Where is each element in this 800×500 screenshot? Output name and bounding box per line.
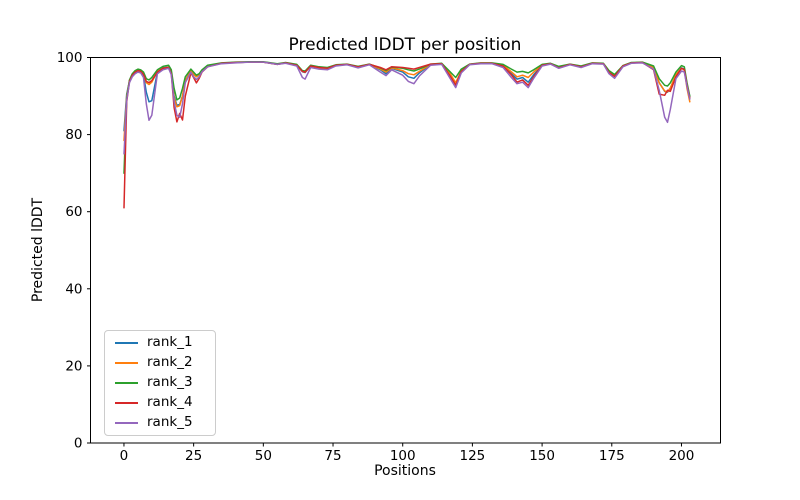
legend-label: rank_2: [147, 354, 193, 371]
x-tick-label: 150: [529, 448, 555, 464]
legend-label: rank_3: [147, 374, 193, 391]
legend-label: rank_4: [147, 394, 193, 411]
x-tick-label: 25: [185, 448, 202, 464]
legend-item: rank_5: [105, 416, 215, 430]
y-tick-label: 40: [65, 281, 82, 297]
legend-line-sample: [115, 362, 138, 364]
x-tick-label: 50: [255, 448, 272, 464]
legend-item: rank_1: [105, 336, 215, 350]
legend-line-sample: [115, 342, 138, 344]
chart-title: Predicted lDDT per position: [288, 35, 522, 55]
x-tick-label: 125: [460, 448, 486, 464]
x-tick-label: 175: [599, 448, 625, 464]
x-tick-label: 100: [390, 448, 416, 464]
legend-label: rank_1: [147, 334, 193, 351]
series-line-rank_2: [123, 61, 691, 142]
legend-line-sample: [115, 382, 138, 384]
y-axis-label: Predicted lDDT: [30, 197, 46, 303]
x-axis-label: Positions: [374, 463, 436, 479]
y-tick-label: 20: [65, 358, 82, 374]
legend-item: rank_2: [105, 356, 215, 370]
y-tick-label: 0: [74, 436, 83, 452]
legend: rank_1 rank_2 rank_3 rank_4 rank_5: [104, 330, 216, 436]
plot-frame: [90, 57, 721, 444]
x-tick-label: 0: [120, 448, 129, 464]
series-line-rank_4: [123, 61, 691, 209]
y-tick-label: 100: [57, 50, 83, 66]
legend-item: rank_3: [105, 376, 215, 390]
legend-line-sample: [115, 402, 138, 404]
x-tick-label: 75: [324, 448, 341, 464]
legend-item: rank_4: [105, 396, 215, 410]
y-tick-label: 80: [65, 127, 82, 143]
series-line-rank_3: [123, 60, 691, 174]
legend-label: rank_5: [147, 414, 193, 431]
legend-line-sample: [115, 422, 138, 424]
x-tick-label: 200: [669, 448, 695, 464]
series-line-rank_5: [123, 61, 691, 155]
y-tick-label: 60: [65, 204, 82, 220]
